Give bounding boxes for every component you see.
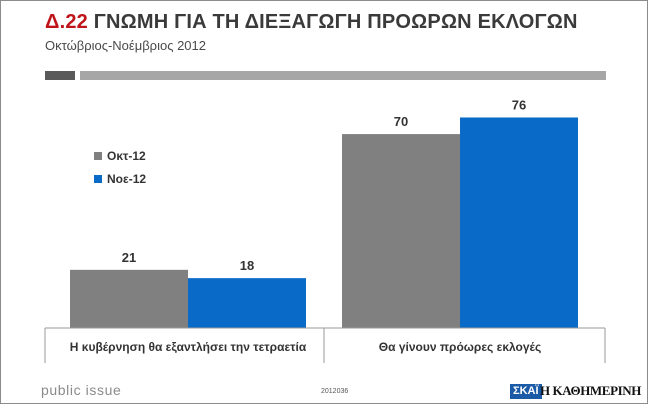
data-label-nov-1: 76: [512, 97, 526, 112]
footer-brand: public issue: [41, 382, 122, 398]
legend-label-oct: Οκτ-12: [107, 149, 146, 163]
data-label-nov-0: 18: [240, 258, 254, 273]
footer-code: 2012036: [321, 388, 349, 395]
category-label-1: Θα γίνουν πρόωρες εκλογές: [379, 340, 541, 354]
data-label-oct-1: 70: [394, 114, 408, 129]
category-label-0: Η κυβέρνηση θα εξαντλήσει την τετραετία: [70, 340, 307, 354]
legend-swatch-oct: [94, 152, 102, 160]
header-rule-dark: [45, 71, 75, 80]
legend-label-nov: Νοε-12: [107, 172, 146, 186]
bar-nov-1: [460, 117, 578, 328]
data-label-oct-0: 21: [122, 250, 136, 265]
legend-swatch-nov: [94, 175, 102, 183]
title-number: Δ.22: [45, 11, 88, 33]
title-text: ΓΝΩΜΗ ΓΙΑ ΤΗ ΔΙΕΞΑΓΩΓΗ ΠΡΟΩΡΩΝ ΕΚΛΟΓΩΝ: [93, 11, 578, 33]
header-rule-light: [80, 71, 606, 80]
page-title: Δ.22 ΓΝΩΜΗ ΓΙΑ ΤΗ ΔΙΕΞΑΓΩΓΗ ΠΡΟΩΡΩΝ ΕΚΛΟ…: [45, 11, 578, 34]
skai-logo: ΣΚΑΪ: [510, 384, 542, 399]
kathimerini-logo: Η ΚΑΘΗΜΕΡΙΝΗ: [540, 383, 641, 398]
bar-oct-0: [70, 269, 188, 328]
bar-oct-1: [342, 134, 460, 328]
page-subtitle: Οκτώβριος-Νοέμβριος 2012: [45, 38, 206, 53]
bar-nov-0: [188, 278, 306, 328]
